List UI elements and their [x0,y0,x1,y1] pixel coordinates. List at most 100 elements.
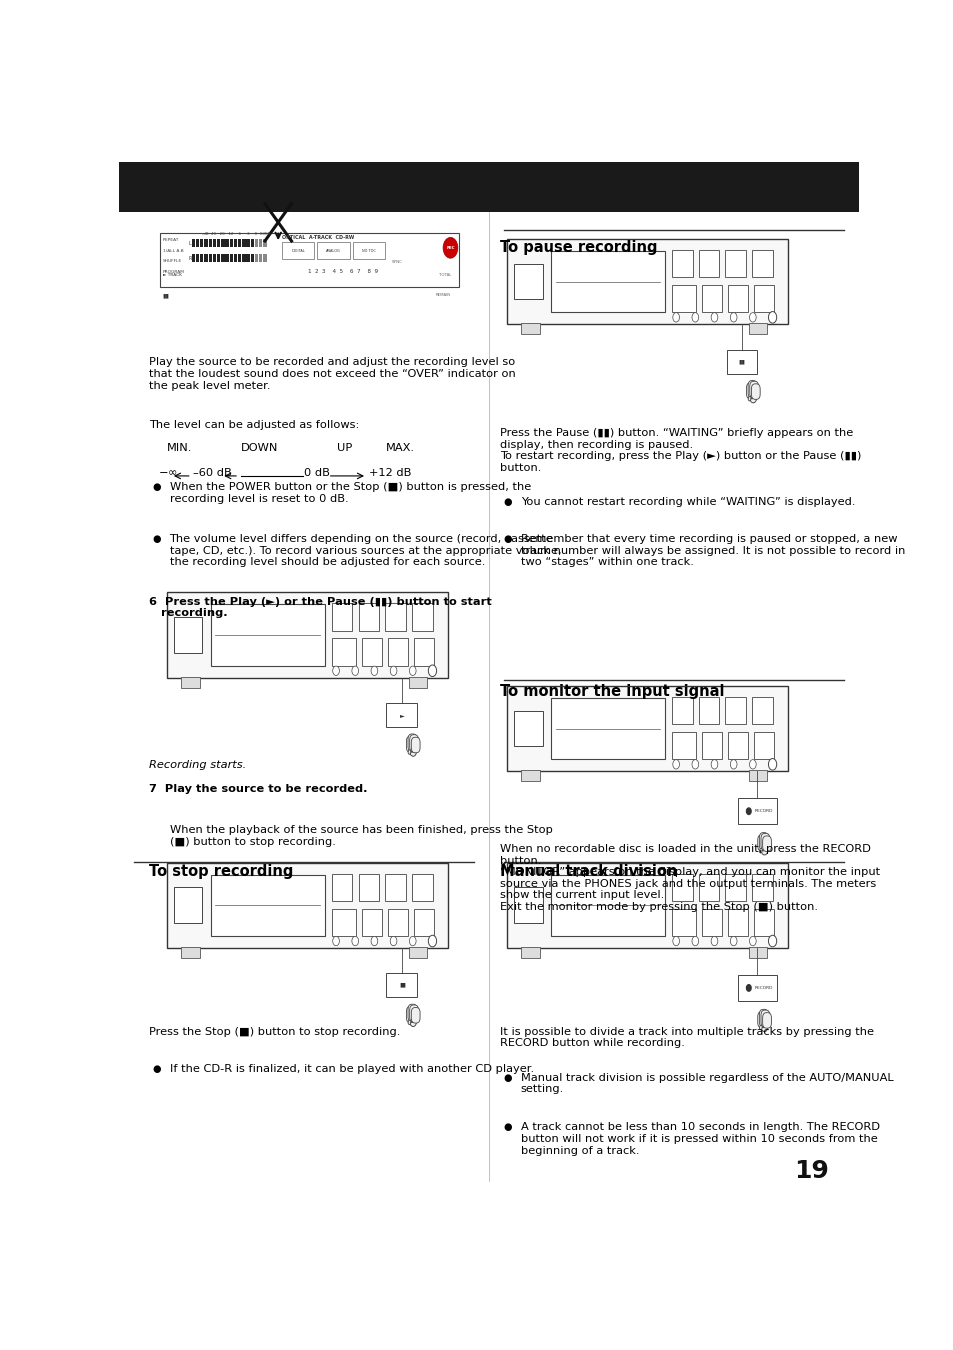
Text: REPEAT: REPEAT [163,238,179,242]
Bar [362,909,381,936]
Text: SHUFFLE: SHUFFLE [163,259,182,263]
Bar [671,909,695,936]
Circle shape [390,666,396,675]
Circle shape [691,313,698,323]
Bar [195,239,199,247]
FancyBboxPatch shape [409,1004,418,1022]
Bar [362,639,381,666]
Bar [753,285,773,312]
Bar [211,875,324,936]
Text: When the playback of the source has been finished, press the Stop
(■) button to : When the playback of the source has been… [170,825,552,846]
Text: UP: UP [337,443,353,452]
Text: Remember that every time recording is paused or stopped, a new
track number will: Remember that every time recording is pa… [520,535,904,567]
Text: It is possible to divide a track into multiple tracks by pressing the
RECORD but: It is possible to divide a track into mu… [499,1027,873,1049]
Circle shape [352,666,358,675]
Text: When the POWER button or the Stop (■) button is pressed, the
recording level is : When the POWER button or the Stop (■) bu… [170,482,530,504]
FancyBboxPatch shape [759,1010,767,1027]
Text: ■: ■ [398,983,404,988]
Ellipse shape [409,1015,416,1026]
Bar [167,863,448,948]
FancyBboxPatch shape [745,383,755,398]
Circle shape [768,759,776,769]
Bar [233,239,237,247]
Text: -dB  40   20   12    6     3    0  OVER: -dB 40 20 12 6 3 0 OVER [202,232,270,236]
Circle shape [409,937,416,946]
Bar [332,873,352,900]
Bar [211,605,324,666]
Bar [195,254,199,262]
FancyBboxPatch shape [751,383,760,400]
FancyBboxPatch shape [757,834,765,850]
Bar [233,254,237,262]
Text: OPTICAL  A-TRACK  CD-RW: OPTICAL A-TRACK CD-RW [282,235,354,239]
Bar [414,639,433,666]
Bar [216,239,220,247]
Bar [698,697,719,724]
Circle shape [710,937,717,946]
Circle shape [371,666,377,675]
Ellipse shape [749,392,756,402]
Polygon shape [759,1025,761,1030]
Bar [521,946,539,958]
Bar [259,239,262,247]
Bar [181,676,199,687]
Bar [752,697,772,724]
Text: Press the Stop (■) button to stop recording.: Press the Stop (■) button to stop record… [149,1027,399,1037]
FancyBboxPatch shape [408,1004,416,1022]
Bar [209,239,212,247]
Text: MIN.: MIN. [167,443,193,452]
Bar [251,239,253,247]
Text: A track cannot be less than 10 seconds in length. The RECORD
button will not wor: A track cannot be less than 10 seconds i… [520,1122,879,1156]
Text: To pause recording: To pause recording [499,240,657,255]
Bar [216,254,220,262]
Bar [221,254,224,262]
Bar [724,873,745,900]
Circle shape [333,937,339,946]
Bar [263,254,267,262]
Circle shape [710,313,717,323]
FancyBboxPatch shape [409,734,418,752]
Bar [727,909,747,936]
Bar [317,243,350,259]
Bar [521,771,539,782]
Bar [507,686,787,771]
Text: 6  Press the Play (►) or the Pause (▮▮) button to start
   recording.: 6 Press the Play (►) or the Pause (▮▮) b… [149,597,491,618]
Bar [752,250,772,277]
Bar [514,710,542,747]
FancyBboxPatch shape [411,1007,419,1023]
Bar [671,250,692,277]
Polygon shape [408,1019,411,1025]
Bar [521,323,539,335]
Bar [353,243,385,259]
Text: NO TOC: NO TOC [362,248,375,252]
Text: ●: ● [503,1073,512,1083]
Bar [412,873,433,900]
Circle shape [672,760,679,770]
Text: MAX.: MAX. [385,443,414,452]
Text: You cannot restart recording while “WAITING” is displayed.: You cannot restart recording while “WAIT… [520,497,854,506]
Polygon shape [408,749,411,755]
Circle shape [768,312,776,323]
FancyBboxPatch shape [761,1012,771,1029]
Text: To monitor the input signal: To monitor the input signal [499,684,723,699]
Bar [230,239,233,247]
Bar [386,703,416,728]
FancyBboxPatch shape [761,836,771,852]
Text: Press the Pause (▮▮) button. “WAITING” briefly appears on the
display, then reco: Press the Pause (▮▮) button. “WAITING” b… [499,428,861,472]
Bar [671,873,692,900]
Bar [748,323,766,335]
Bar [254,254,258,262]
Bar [254,239,258,247]
Text: PROGRAM: PROGRAM [163,270,185,274]
Text: REC: REC [446,246,455,250]
Bar [282,243,314,259]
Circle shape [409,666,416,675]
Circle shape [672,313,679,323]
Circle shape [428,936,436,946]
Bar [385,603,406,630]
FancyBboxPatch shape [411,737,419,753]
Bar [213,254,216,262]
Text: 7  Play the source to be recorded.: 7 Play the source to be recorded. [149,783,367,794]
Text: The volume level differs depending on the source (record, cassette
tape, CD, etc: The volume level differs depending on th… [170,535,560,567]
Bar [174,887,202,923]
